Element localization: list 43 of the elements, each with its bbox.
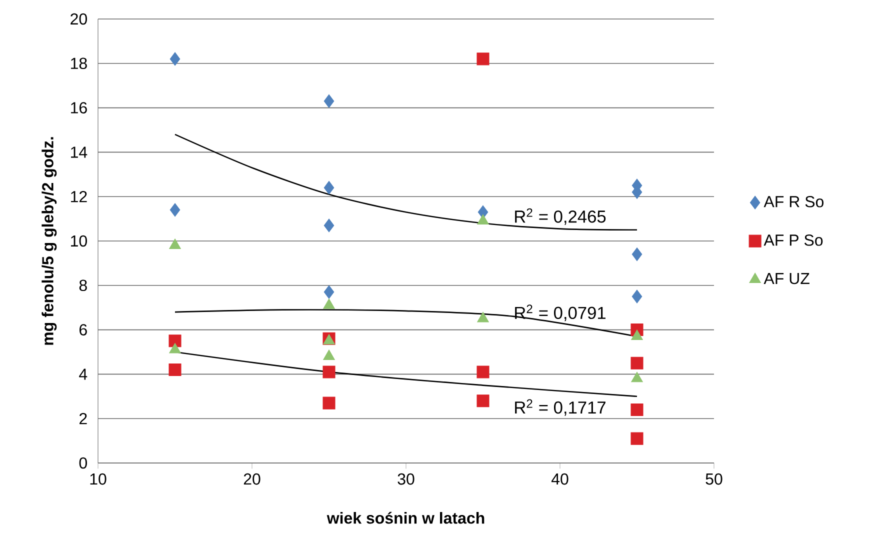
point	[632, 248, 642, 262]
legend-label: AF R So	[764, 196, 824, 208]
legend-label: AF UZ	[764, 273, 810, 284]
legend-label: AF P So	[764, 234, 823, 246]
annotation: R$^{2}$ = 0,2465	[515, 208, 606, 225]
x-tick-label: 30	[398, 473, 414, 485]
y-tick-label: 6	[80, 324, 87, 336]
x-tick-label: 10	[90, 473, 106, 485]
x-tick-label: 40	[551, 473, 568, 485]
point	[324, 94, 334, 108]
point	[322, 366, 336, 378]
point	[632, 290, 642, 304]
y-tick-label: 2	[80, 413, 87, 424]
point	[170, 203, 180, 217]
x-tick-label: 50	[706, 473, 722, 485]
point	[168, 363, 182, 376]
y-tick-label: 16	[71, 102, 87, 114]
annotation: R$^{2}$ = 0,1717	[515, 399, 606, 416]
point	[322, 396, 336, 410]
y-tick-label: 4	[79, 368, 88, 380]
point	[168, 334, 182, 348]
point	[476, 366, 490, 378]
point	[630, 356, 644, 370]
point	[477, 214, 489, 225]
y-tick-label: 14	[71, 146, 88, 158]
point	[630, 432, 644, 445]
point	[324, 218, 334, 232]
point	[324, 285, 334, 299]
y-tick-label: 12	[71, 191, 87, 202]
y-tick-label: 20	[70, 13, 87, 25]
point	[170, 52, 180, 66]
y-tick-label: 8	[79, 280, 87, 292]
y-tick-label: 10	[71, 235, 87, 247]
point	[476, 394, 490, 408]
y-tick-label: 18	[71, 58, 87, 70]
y-axis-title: mg fenolu/5 g gleby/2 godz.	[42, 137, 57, 345]
line-series	[174, 134, 638, 231]
x-axis-title: wiek sośnin w latach	[326, 512, 484, 524]
point	[630, 403, 644, 416]
point	[324, 180, 334, 194]
y-tick-label: 0	[79, 457, 87, 469]
point	[476, 52, 490, 66]
x-tick-label: 20	[244, 473, 260, 485]
